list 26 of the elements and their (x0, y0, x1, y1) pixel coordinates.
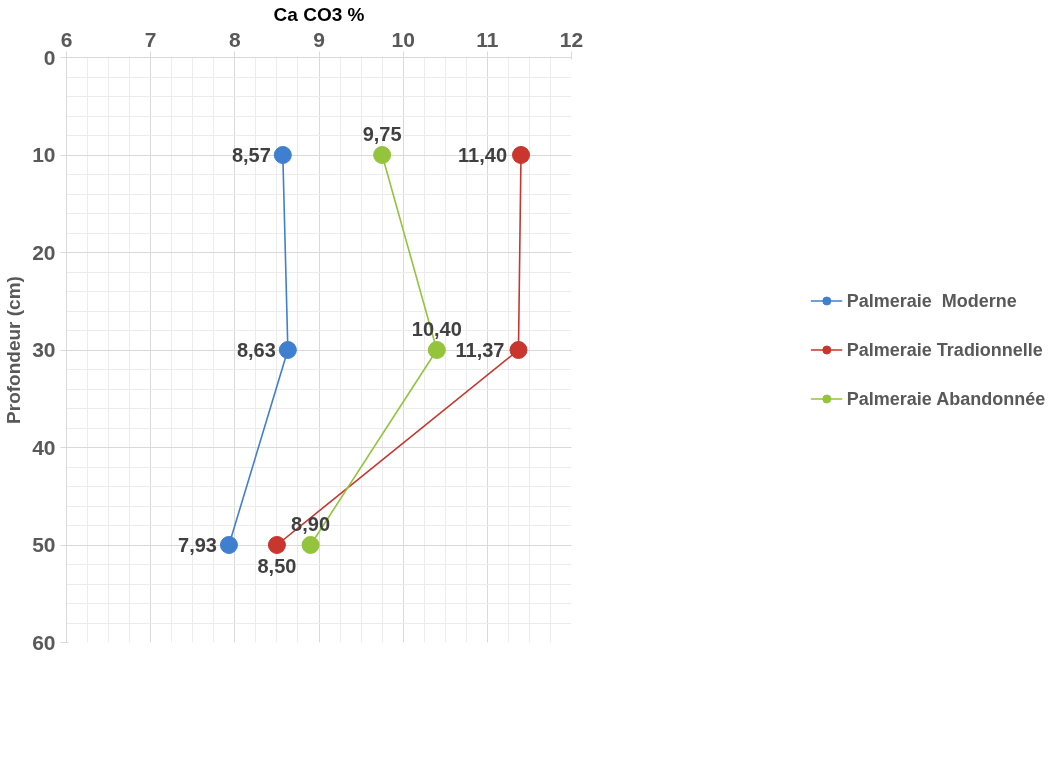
data-label: 8,63 (236, 339, 276, 361)
data-label: 11,37 (455, 339, 505, 361)
data-label: 9,75 (362, 123, 402, 145)
x-tick-label: 7 (144, 27, 157, 51)
y-tick-label: 60 (32, 630, 56, 654)
data-label: 11,40 (458, 144, 508, 166)
y-tick-label: 20 (32, 240, 56, 264)
x-tick-label: 6 (60, 27, 73, 51)
y-tick-label: 50 (32, 533, 56, 556)
legend-label: Palmeraie Abandonnée (846, 388, 1046, 409)
x-tick-label: 12 (559, 27, 584, 51)
y-tick-label: 40 (32, 435, 56, 459)
data-label: 8,50 (257, 555, 297, 577)
x-axis-title: Ca CO3 % (273, 3, 365, 25)
legend-label: Palmeraie Moderne (846, 290, 1017, 311)
data-label: 8,57 (231, 144, 271, 166)
x-tick-label: 10 (391, 27, 415, 51)
x-tick-label: 8 (228, 27, 241, 51)
y-tick-label: 0 (43, 45, 56, 69)
x-tick-label: 11 (476, 27, 499, 51)
legend-label: Palmeraie Tradionnelle (846, 339, 1043, 360)
y-tick-label: 10 (32, 143, 56, 166)
x-tick-label: 9 (313, 27, 325, 51)
data-label: 7,93 (178, 534, 217, 556)
y-axis-title: Profondeur (cm) (3, 276, 25, 424)
y-tick-label: 30 (32, 338, 56, 361)
